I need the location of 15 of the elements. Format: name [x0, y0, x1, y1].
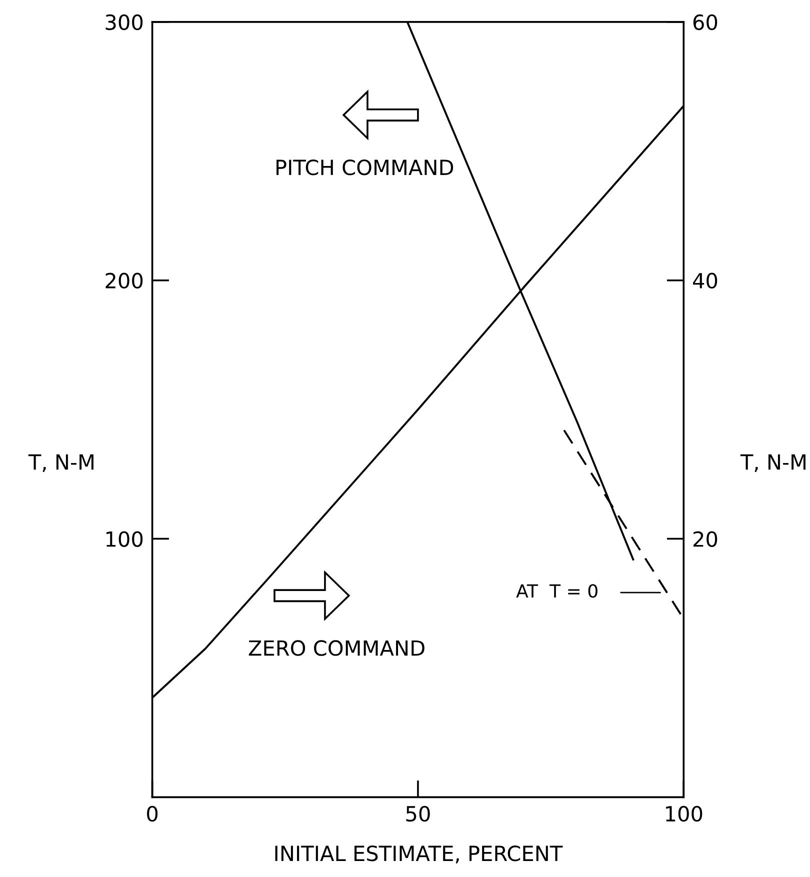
x-tick-label: 50 — [406, 806, 430, 822]
y2-tick-label: 60 — [693, 14, 718, 30]
x-tick-label: 0 — [147, 806, 158, 822]
y2-tick-label: 40 — [692, 272, 718, 289]
y-tick-label: 300 — [106, 14, 143, 30]
legend-label: ZERO COMMAND — [248, 640, 424, 656]
y-axis-title: T, N-M — [28, 454, 94, 472]
y2-axis-title: T, N-M — [740, 454, 806, 472]
x-tick-label: 100 — [666, 806, 702, 822]
annotation: AT T = 0 — [516, 584, 598, 598]
y-tick-label: 100 — [106, 531, 143, 547]
y-tick-label: 200 — [106, 272, 143, 289]
legend-label: PITCH COMMAND — [276, 160, 454, 176]
y2-tick-label: 20 — [694, 531, 718, 547]
x-axis-title: INITIAL ESTIMATE, PERCENT — [275, 846, 563, 864]
